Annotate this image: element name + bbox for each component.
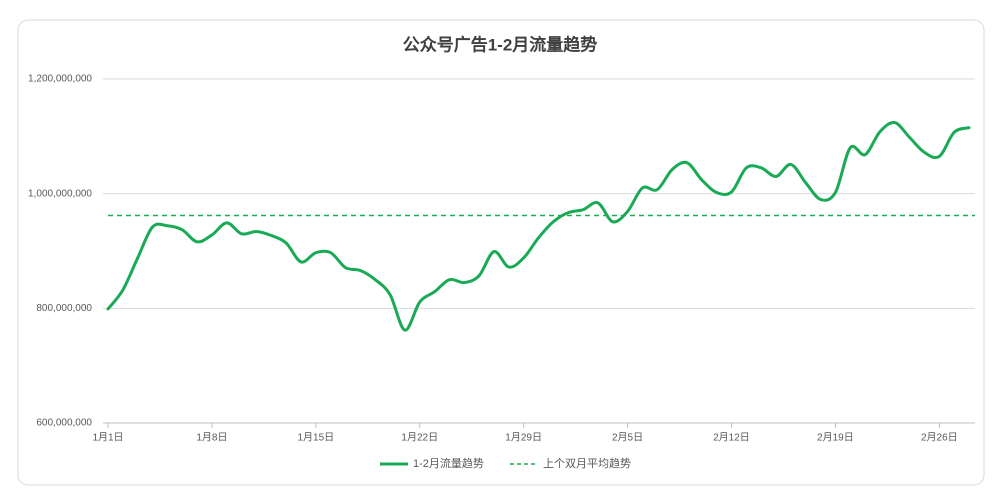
y-tick-label: 1,200,000,000 <box>28 74 92 85</box>
x-tick-label: 2月26日 <box>921 432 958 444</box>
x-tick-label: 2月5日 <box>612 432 643 444</box>
y-tick-label: 1,000,000,000 <box>28 188 92 199</box>
x-tick-label: 1月1日 <box>92 432 123 444</box>
x-tick-label: 2月19日 <box>817 432 854 444</box>
y-tick-label: 600,000,000 <box>36 418 92 429</box>
line-series <box>106 120 971 332</box>
chart-title: 公众号广告1-2月流量趋势 <box>403 34 598 54</box>
legend-label: 上个双月平均趋势 <box>543 457 631 470</box>
x-tick-label: 2月12日 <box>713 432 750 444</box>
x-tick-label: 1月29日 <box>505 432 542 444</box>
y-tick-label: 800,000,000 <box>36 303 92 314</box>
x-tick-label: 1月22日 <box>401 432 438 444</box>
x-tick-label: 1月8日 <box>196 432 227 444</box>
chart-card <box>17 19 985 486</box>
x-tick-label: 1月15日 <box>297 432 334 444</box>
legend-label: 1-2月流量趋势 <box>413 456 484 470</box>
